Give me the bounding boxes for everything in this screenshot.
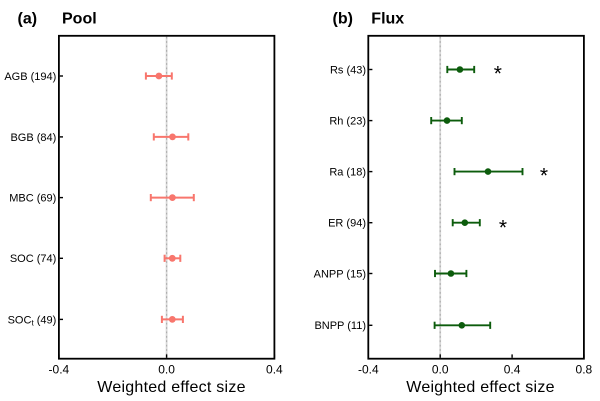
svg-text:-0.4: -0.4 xyxy=(358,363,379,377)
svg-text:SOC (74): SOC (74) xyxy=(10,253,56,265)
svg-text:(b): (b) xyxy=(333,11,353,28)
svg-text:SOCt (49): SOCt (49) xyxy=(8,314,57,327)
svg-text:AGB (194): AGB (194) xyxy=(4,71,56,83)
svg-text:(a): (a) xyxy=(18,11,38,28)
svg-text:*: * xyxy=(499,216,507,239)
svg-text:MBC (69): MBC (69) xyxy=(9,193,56,205)
svg-text:*: * xyxy=(540,165,548,188)
svg-text:0.0: 0.0 xyxy=(432,363,449,377)
svg-text:ANPP (15): ANPP (15) xyxy=(314,268,366,280)
svg-text:Weighted effect size: Weighted effect size xyxy=(97,379,246,396)
svg-text:-0.4: -0.4 xyxy=(49,363,70,377)
svg-text:Rs (43): Rs (43) xyxy=(330,64,366,76)
svg-text:0.8: 0.8 xyxy=(576,363,593,377)
svg-text:0.4: 0.4 xyxy=(504,363,521,377)
svg-text:0.4: 0.4 xyxy=(266,363,283,377)
svg-text:Ra (18): Ra (18) xyxy=(329,167,366,179)
svg-text:0.0: 0.0 xyxy=(158,363,175,377)
svg-text:ER (94): ER (94) xyxy=(328,218,366,230)
svg-text:BGB (84): BGB (84) xyxy=(10,132,56,144)
svg-text:Pool: Pool xyxy=(62,11,97,28)
svg-text:Weighted effect size: Weighted effect size xyxy=(406,379,555,396)
svg-text:*: * xyxy=(494,62,502,85)
svg-text:BNPP (11): BNPP (11) xyxy=(314,320,366,332)
svg-text:Flux: Flux xyxy=(371,11,404,28)
svg-text:Rh (23): Rh (23) xyxy=(329,116,366,128)
